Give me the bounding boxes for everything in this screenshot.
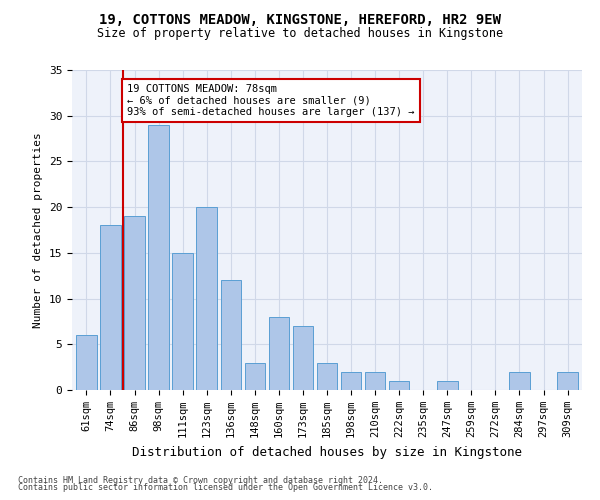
- Bar: [76, 335, 97, 390]
- Bar: [557, 372, 578, 390]
- Bar: [389, 381, 409, 390]
- Y-axis label: Number of detached properties: Number of detached properties: [33, 132, 43, 328]
- Text: 19 COTTONS MEADOW: 78sqm
← 6% of detached houses are smaller (9)
93% of semi-det: 19 COTTONS MEADOW: 78sqm ← 6% of detache…: [127, 84, 415, 117]
- Text: Contains HM Land Registry data © Crown copyright and database right 2024.: Contains HM Land Registry data © Crown c…: [18, 476, 383, 485]
- Text: 19, COTTONS MEADOW, KINGSTONE, HEREFORD, HR2 9EW: 19, COTTONS MEADOW, KINGSTONE, HEREFORD,…: [99, 12, 501, 26]
- X-axis label: Distribution of detached houses by size in Kingstone: Distribution of detached houses by size …: [132, 446, 522, 458]
- Bar: [221, 280, 241, 390]
- Bar: [509, 372, 530, 390]
- Text: Size of property relative to detached houses in Kingstone: Size of property relative to detached ho…: [97, 28, 503, 40]
- Bar: [245, 362, 265, 390]
- Bar: [148, 125, 169, 390]
- Bar: [100, 226, 121, 390]
- Bar: [269, 317, 289, 390]
- Text: Contains public sector information licensed under the Open Government Licence v3: Contains public sector information licen…: [18, 484, 433, 492]
- Bar: [365, 372, 385, 390]
- Bar: [293, 326, 313, 390]
- Bar: [172, 253, 193, 390]
- Bar: [124, 216, 145, 390]
- Bar: [437, 381, 458, 390]
- Bar: [341, 372, 361, 390]
- Bar: [196, 207, 217, 390]
- Bar: [317, 362, 337, 390]
